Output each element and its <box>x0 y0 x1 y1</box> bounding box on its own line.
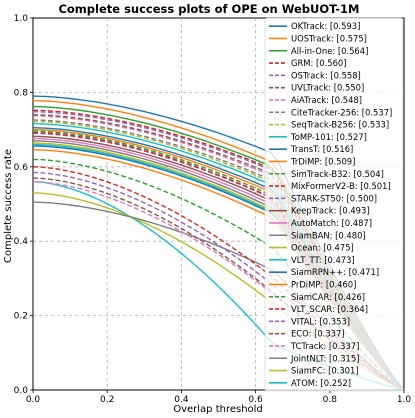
x-tick-label: 0.2 <box>100 395 114 405</box>
legend-entry: UVLTrack: [0.550] <box>291 83 364 93</box>
legend-entry: CiteTracker-256: [0.537] <box>291 107 392 117</box>
legend-entry: SimTrack-B32: [0.504] <box>291 169 384 179</box>
chart-title: Complete success plots of OPE on WebUOT-… <box>58 2 359 16</box>
legend-entry: All-in-One: [0.564] <box>291 46 368 56</box>
legend-entry: JointNLT: [0.315] <box>290 353 359 363</box>
legend-entry: SiamCAR: [0.426] <box>291 292 365 302</box>
x-tick-label: 0.0 <box>26 395 41 405</box>
legend-entry: MixFormerV2-B: [0.501] <box>291 181 391 191</box>
legend-entry: SiamRPN++: [0.471] <box>291 267 379 277</box>
y-tick-label: 0.6 <box>14 163 29 173</box>
x-tick-label: 0.8 <box>323 395 338 405</box>
legend-entry: KeepTrack: [0.493] <box>291 206 370 216</box>
legend-entry: Ocean: [0.475] <box>291 243 354 253</box>
legend-entry: SiamFC: [0.301] <box>291 366 359 376</box>
x-axis-label: Overlap threshold <box>173 404 263 415</box>
legend-entry: TCTrack: [0.337] <box>290 341 359 351</box>
legend-entry: OKTrack: [0.593] <box>291 21 360 31</box>
legend: OKTrack: [0.593] UOSTrack: [0.575] All-in-… <box>265 18 403 391</box>
y-tick-label: 1.0 <box>14 14 29 24</box>
legend-entry: PrDiMP: [0.460] <box>291 279 356 289</box>
legend-entry: ECO: [0.337] <box>291 329 345 339</box>
legend-entry: SiamBAN: [0.480] <box>291 230 366 240</box>
legend-entry: TransT: [0.516] <box>290 144 353 154</box>
y-tick-label: 0.4 <box>14 237 29 247</box>
legend-entry: AutoMatch: [0.487] <box>291 218 372 228</box>
legend-entry: STARK-ST50: [0.500] <box>291 193 377 203</box>
legend-entry: OSTrack: [0.558] <box>291 70 361 80</box>
legend-entry: VLT_TT: [0.473] <box>291 255 355 265</box>
x-tick-label: 1.0 <box>397 395 412 405</box>
legend-entry: AiATrack: [0.548] <box>291 95 362 105</box>
y-tick-label: 0.0 <box>14 386 29 396</box>
y-tick-label: 0.2 <box>14 312 28 322</box>
legend-entry: VLT_SCAR: [0.364] <box>291 304 368 314</box>
legend-entry: TrDiMP: [0.509] <box>290 156 355 166</box>
legend-entry: ATOM: [0.252] <box>291 378 351 388</box>
legend-entry: ToMP-101: [0.527] <box>290 132 367 142</box>
legend-entry: GRM: [0.560] <box>291 58 347 68</box>
legend-entry: UOSTrack: [0.575] <box>291 33 367 43</box>
legend-entry: VITAL: [0.353] <box>291 316 350 326</box>
y-tick-label: 0.8 <box>14 88 29 98</box>
y-axis-label: Complete success rate <box>3 149 14 263</box>
legend-entry: SeqTrack-B256: [0.533] <box>291 120 389 130</box>
